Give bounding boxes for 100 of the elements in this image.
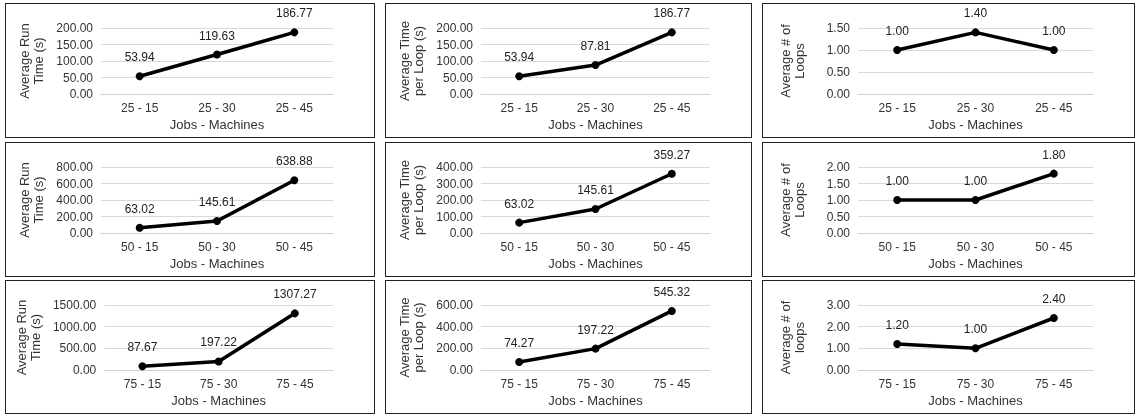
y-axis-title: Average Run Time (s) [16, 162, 46, 238]
x-axis-title: Jobs - Machines [171, 393, 267, 408]
y-tick-label: 0.00 [449, 363, 474, 377]
y-tick-label: 0.00 [72, 363, 97, 377]
y-tick-label: 0.00 [449, 87, 474, 101]
point [290, 309, 299, 318]
data-label: 145.61 [577, 182, 615, 197]
point [213, 50, 221, 59]
x-tick-label: 75 - 45 [276, 377, 314, 391]
data-label: 638.88 [275, 154, 314, 169]
x-tick-label: 25 - 15 [120, 101, 159, 115]
point [1049, 314, 1058, 322]
point [214, 357, 223, 366]
x-tick-label: 50 - 45 [653, 240, 691, 254]
data-label: 87.81 [580, 39, 611, 54]
point [893, 340, 902, 348]
point [138, 362, 147, 371]
x-tick-label: 50 - 45 [275, 240, 314, 254]
data-label: 186.77 [653, 6, 691, 21]
y-tick-label: 100.00 [436, 209, 474, 224]
y-tick-label: 2.00 [826, 160, 851, 174]
x-axis-title: Jobs - Machines [928, 393, 1024, 408]
y-tick-label: 500.00 [59, 341, 97, 356]
y-tick-label: 1.00 [826, 193, 851, 207]
data-label: 1.00 [885, 24, 910, 38]
y-tick-label: 300.00 [436, 176, 474, 191]
point [290, 28, 299, 37]
y-axis-title: Average # of Loops [777, 23, 807, 98]
point [135, 223, 144, 232]
point [135, 72, 144, 81]
point [591, 204, 600, 213]
data-label: 1.00 [885, 174, 910, 188]
y-tick-label: 200.00 [56, 209, 94, 224]
y-tick-label: 3.00 [826, 298, 851, 312]
data-label: 197.22 [577, 322, 615, 337]
data-label: 1307.27 [273, 287, 317, 302]
point [667, 306, 676, 315]
x-tick-label: 50 - 15 [878, 240, 917, 254]
data-label: 1.00 [963, 322, 988, 337]
y-tick-label: 600.00 [436, 298, 474, 312]
y-axis-title: Average # of Loops [777, 162, 807, 237]
data-label: 119.63 [199, 28, 236, 43]
x-tick-label: 25 - 45 [653, 101, 691, 115]
x-tick-label: 75 - 15 [500, 377, 539, 391]
x-tick-label: 75 - 45 [1035, 377, 1073, 391]
x-tick-label: 25 - 15 [500, 101, 539, 115]
point [515, 218, 524, 227]
point [213, 216, 221, 225]
y-tick-label: 400.00 [56, 193, 94, 207]
y-axis-title: Average Time per Loop (s) [396, 297, 426, 378]
y-tick-label: 0.00 [826, 226, 851, 240]
point [591, 344, 600, 353]
point [591, 61, 600, 70]
x-tick-label: 75 - 30 [956, 377, 995, 391]
data-label: 1.00 [963, 174, 988, 188]
y-tick-label: 0.00 [69, 226, 94, 240]
data-label: 74.27 [504, 335, 535, 350]
y-tick-label: 100.00 [56, 54, 94, 68]
x-tick-label: 25 - 30 [576, 101, 615, 115]
y-tick-label: 1500.00 [52, 298, 97, 312]
data-label: 53.94 [124, 50, 156, 65]
y-tick-label: 100.00 [436, 54, 474, 68]
x-tick-label: 75 - 15 [878, 377, 917, 391]
point [971, 344, 980, 353]
data-label: 1.00 [1042, 24, 1066, 38]
x-tick-label: 75 - 30 [199, 377, 238, 391]
y-tick-label: 1000.00 [52, 319, 97, 334]
point [667, 28, 676, 37]
data-label: 145.61 [198, 194, 236, 209]
y-tick-label: 400.00 [436, 319, 474, 334]
x-tick-label: 25 - 15 [878, 101, 917, 115]
point [290, 176, 299, 185]
y-axis-title: Average Time per Loop (s) [396, 160, 426, 240]
x-tick-label: 75 - 30 [576, 377, 615, 391]
y-tick-label: 0.00 [826, 87, 851, 101]
y-tick-label: 1.00 [826, 43, 851, 57]
x-tick-label: 50 - 15 [120, 240, 159, 254]
y-tick-label: 0.00 [449, 226, 474, 240]
x-axis-title: Jobs - Machines [548, 256, 644, 271]
x-axis-title: Jobs - Machines [928, 256, 1024, 271]
x-tick-label: 50 - 30 [198, 240, 237, 254]
y-tick-label: 600.00 [56, 176, 94, 191]
y-tick-label: 400.00 [436, 160, 474, 174]
x-tick-label: 75 - 45 [653, 377, 691, 391]
y-tick-label: 0.00 [826, 363, 851, 377]
x-tick-label: 25 - 45 [1035, 101, 1073, 115]
y-tick-label: 50.00 [62, 70, 94, 85]
y-tick-label: 1.00 [826, 341, 851, 356]
y-tick-label: 200.00 [436, 193, 474, 207]
data-label: 197.22 [200, 335, 238, 350]
y-tick-label: 200.00 [436, 341, 474, 356]
data-label: 1.20 [885, 318, 910, 332]
x-axis-title: Jobs - Machines [928, 117, 1024, 132]
x-axis-title: Jobs - Machines [169, 256, 265, 271]
y-tick-label: 800.00 [56, 160, 94, 174]
x-tick-label: 50 - 45 [1035, 240, 1073, 254]
x-tick-label: 50 - 30 [576, 240, 615, 254]
data-label: 359.27 [653, 147, 691, 162]
x-tick-label: 50 - 15 [500, 240, 539, 254]
x-axis-title: Jobs - Machines [169, 117, 265, 132]
